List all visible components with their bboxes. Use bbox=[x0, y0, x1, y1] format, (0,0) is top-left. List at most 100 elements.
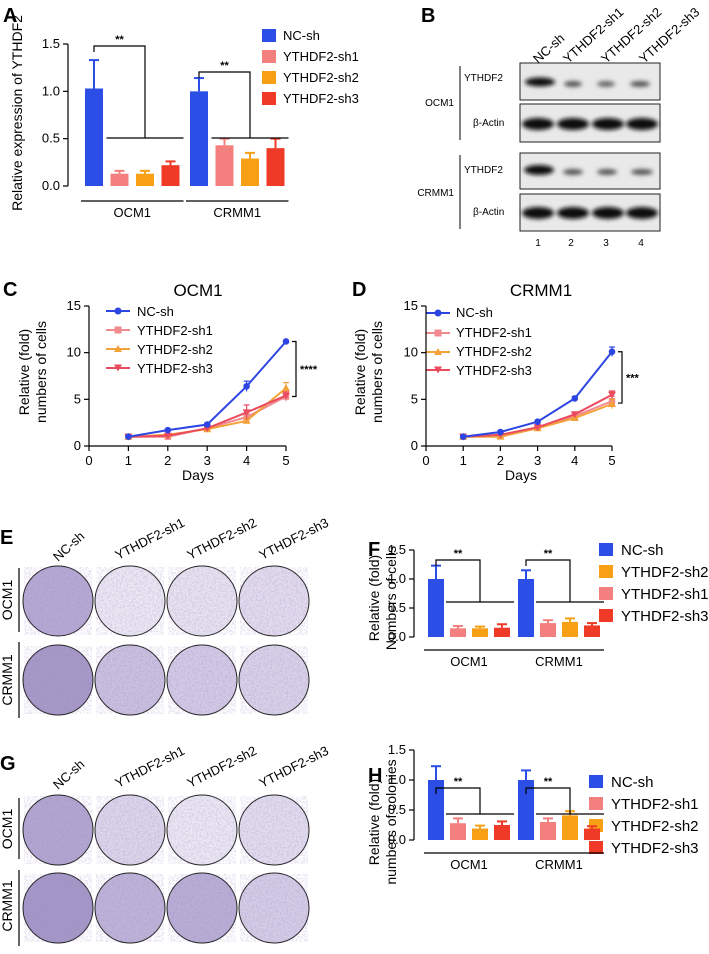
chart-c-point-ythdf2-sh3 bbox=[282, 392, 290, 400]
plates-e-header-nc: NC-sh bbox=[50, 528, 87, 564]
chart-d-point-nc-sh bbox=[497, 428, 504, 436]
panel-label-d: D bbox=[352, 279, 366, 301]
chart-h-bar-crmm1-ythdf2-sh3 bbox=[584, 828, 600, 840]
chart-h-sig-stars-crmm1: ** bbox=[544, 776, 553, 788]
legend-f-swatch-sh1 bbox=[599, 587, 613, 600]
blot-lane-header-nc: NC-sh bbox=[530, 30, 567, 66]
chart-a-ytick-label: 0.5 bbox=[42, 131, 60, 146]
chart-d-ytick-label: 5 bbox=[411, 391, 418, 406]
legend-c-label-sh3: YTHDF2-sh3 bbox=[137, 361, 213, 376]
blot-label-crmm1-actin: β-Actin bbox=[473, 207, 504, 218]
chart-h-bar-ocm1-ythdf2-sh2 bbox=[472, 828, 488, 840]
legend-a-swatch-sh1 bbox=[262, 50, 276, 63]
chart-f-sig-stars-ocm1: ** bbox=[454, 548, 463, 560]
western-blot: NC-sh YTHDF2-sh1 YTHDF2-sh2 YTHDF2-sh3 bbox=[417, 4, 702, 249]
chart-c-legend: NC-sh YTHDF2-sh1 YTHDF2-sh2 YTHDF2-sh3 bbox=[106, 304, 213, 376]
chart-h-group-label-ocm1: OCM1 bbox=[450, 857, 488, 872]
blot-label-ocm1-actin: β-Actin bbox=[473, 118, 504, 129]
plates-e-header-sh1: YTHDF2-sh1 bbox=[113, 515, 187, 563]
chart-d-point-ythdf2-sh2 bbox=[608, 400, 616, 407]
chart-d-xtick-label: 1 bbox=[460, 453, 467, 468]
chart-h-ylabel: Relative (fold)numbers of colonies bbox=[366, 759, 399, 884]
legend-f-swatch-sh2 bbox=[599, 565, 613, 578]
plates-e-row-crmm1: CRMM1 bbox=[0, 654, 15, 706]
panel-e-plates: NC-sh YTHDF2-sh1 YTHDF2-sh2 YTHDF2-sh3 O… bbox=[0, 515, 331, 718]
legend-c-label-sh2: YTHDF2-sh2 bbox=[137, 342, 213, 357]
plate-texture bbox=[168, 874, 236, 942]
legend-c-label-nc: NC-sh bbox=[137, 304, 174, 319]
chart-c-ytick-label: 5 bbox=[74, 391, 81, 406]
plate-texture bbox=[240, 874, 308, 942]
chart-f-legend: NC-sh YTHDF2-sh2 YTHDF2-sh1 YTHDF2-sh3 bbox=[599, 542, 709, 625]
legend-h-swatch-sh3 bbox=[589, 841, 603, 854]
chart-a-expression-bars: Relative expression of YTHDF2 NC-sh YTHD… bbox=[9, 15, 359, 220]
chart-d-title: CRMM1 bbox=[510, 281, 572, 300]
chart-c-point-nc-sh bbox=[164, 426, 172, 434]
plate-texture bbox=[96, 646, 164, 714]
chart-d-sig-bracket bbox=[618, 351, 623, 404]
chart-h-ytick-label: 0.5 bbox=[388, 802, 406, 817]
panel-label-e: E bbox=[0, 527, 13, 549]
chart-h-bar-crmm1-nc-sh bbox=[518, 780, 534, 840]
chart-c-xlabel: Days bbox=[182, 467, 214, 483]
blot-label-crmm1-ythdf2: YTHDF2 bbox=[464, 165, 503, 176]
plate-texture bbox=[240, 796, 308, 864]
chart-d-xlabel: Days bbox=[505, 467, 537, 483]
legend-c-label-sh1: YTHDF2-sh1 bbox=[137, 323, 213, 338]
chart-a-bar-ocm1-ythdf2-sh1 bbox=[110, 173, 129, 186]
chart-c-point-nc-sh bbox=[282, 338, 290, 345]
legend-c-marker-nc bbox=[114, 307, 122, 315]
chart-c-title: OCM1 bbox=[173, 281, 222, 300]
panel-label-g: G bbox=[0, 753, 16, 775]
chart-h-bar-ocm1-nc-sh bbox=[428, 780, 444, 840]
band-ocm1-ythdf2-4 bbox=[630, 81, 650, 87]
chart-d-ytick-label: 0 bbox=[411, 438, 418, 453]
chart-f-ylabel: Relative (fold)Numbers of cells bbox=[366, 546, 399, 650]
chart-a-group-label-ocm1: OCM1 bbox=[113, 205, 151, 220]
chart-a-ytick-label: 1.5 bbox=[42, 36, 60, 51]
chart-d-point-ythdf2-sh3 bbox=[570, 411, 579, 419]
chart-d-xtick-label: 2 bbox=[497, 453, 504, 468]
chart-f-ytick-label: 1.5 bbox=[388, 542, 406, 557]
blot-lane-number-4: 4 bbox=[638, 238, 644, 249]
band-ocm1-ythdf2-2 bbox=[564, 81, 582, 87]
chart-c-point-nc-sh bbox=[125, 433, 132, 440]
chart-a-bar-ocm1-ythdf2-sh2 bbox=[136, 173, 154, 186]
legend-d-marker-sh2 bbox=[434, 348, 442, 355]
chart-a-ytick-label: 1.0 bbox=[42, 83, 60, 98]
legend-d-marker-sh1 bbox=[434, 329, 442, 337]
plates-e-row-ocm1: OCM1 bbox=[0, 580, 15, 621]
chart-h-ytick-label: 0.0 bbox=[388, 832, 406, 847]
band-ocm1-actin-1 bbox=[522, 118, 554, 130]
legend-f-label-sh2: YTHDF2-sh2 bbox=[621, 564, 709, 581]
chart-f-bar-crmm1-ythdf2-sh1 bbox=[540, 623, 556, 637]
band-crmm1-ythdf2-3 bbox=[597, 169, 617, 175]
chart-c-xtick-label: 4 bbox=[243, 453, 250, 468]
panel-label-h: H bbox=[368, 765, 382, 787]
chart-c-growth-curve-ocm1: OCM1 Days Relative (fold)numbers of cell… bbox=[16, 281, 318, 483]
chart-d-xtick-label: 4 bbox=[571, 453, 578, 468]
chart-c-point-ythdf2-sh2 bbox=[242, 416, 251, 424]
chart-c-point-ythdf2-sh3 bbox=[242, 409, 251, 417]
blot-lane-number-1: 1 bbox=[535, 238, 541, 249]
chart-c-ytick-label: 15 bbox=[67, 298, 81, 313]
legend-c-marker-sh3 bbox=[114, 364, 122, 372]
chart-f-migration-bars: Relative (fold)Numbers of cells NC-sh YT… bbox=[366, 542, 709, 669]
legend-a-label-sh1: YTHDF2-sh1 bbox=[283, 49, 359, 64]
chart-a-bar-ocm1-ythdf2-sh3 bbox=[161, 165, 180, 186]
chart-d-xtick-label: 0 bbox=[422, 453, 429, 468]
plates-g-header-nc: NC-sh bbox=[50, 756, 87, 792]
chart-h-colony-bars: Relative (fold)numbers of colonies NC-sh… bbox=[366, 742, 699, 885]
chart-h-sig-bracket-ocm1 bbox=[435, 787, 481, 814]
legend-a-label-sh2: YTHDF2-sh2 bbox=[283, 70, 359, 85]
band-crmm1-actin-1 bbox=[522, 207, 554, 219]
chart-f-sig-stars-crmm1: ** bbox=[544, 548, 553, 560]
legend-a-swatch-sh3 bbox=[262, 92, 276, 105]
chart-d-ytick-label: 10 bbox=[404, 345, 418, 360]
chart-h-bar-crmm1-ythdf2-sh2 bbox=[562, 815, 578, 840]
chart-h-bar-crmm1-ythdf2-sh1 bbox=[540, 822, 556, 840]
band-ocm1-actin-2 bbox=[557, 118, 589, 130]
legend-f-label-sh1: YTHDF2-sh1 bbox=[621, 586, 709, 603]
band-crmm1-actin-3 bbox=[592, 207, 624, 219]
chart-c-xtick-label: 1 bbox=[125, 453, 132, 468]
